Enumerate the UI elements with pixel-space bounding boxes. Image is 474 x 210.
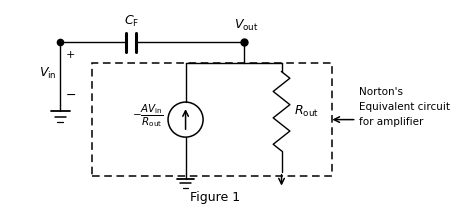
Text: Figure 1: Figure 1 (190, 191, 240, 204)
Text: $-$: $-$ (65, 88, 76, 101)
Text: $R_\mathrm{out}$: $R_\mathrm{out}$ (294, 104, 319, 119)
Text: +: + (65, 50, 75, 60)
Text: $C_\mathrm{F}$: $C_\mathrm{F}$ (124, 14, 139, 29)
Text: $V_\mathrm{in}$: $V_\mathrm{in}$ (39, 66, 57, 81)
Text: Norton's
Equivalent circuit
for amplifier: Norton's Equivalent circuit for amplifie… (359, 87, 450, 127)
Bar (91, 63, 332, 176)
Text: $-\dfrac{AV_\mathrm{in}}{R_\mathrm{out}}$: $-\dfrac{AV_\mathrm{in}}{R_\mathrm{out}}… (132, 102, 164, 129)
Text: $V_\mathrm{out}$: $V_\mathrm{out}$ (234, 18, 258, 33)
